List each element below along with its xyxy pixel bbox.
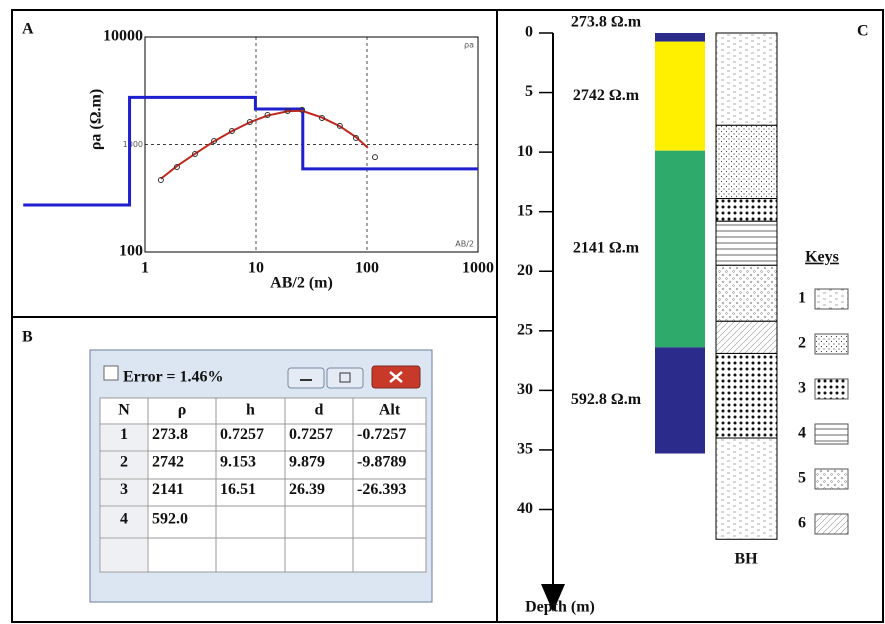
key-number: 1	[798, 290, 806, 307]
key-number: 3	[798, 380, 806, 397]
y-tick-label: 25	[517, 321, 533, 338]
resistivity-layer	[655, 33, 705, 42]
table-cell: 4	[120, 511, 128, 528]
x-tick-label: 1000	[462, 260, 494, 277]
window-title: Error = 1.46%	[123, 369, 224, 386]
y-tick-label: 5	[525, 83, 533, 100]
table-cell: 26.39	[289, 481, 325, 498]
borehole-layer	[716, 125, 777, 198]
resistivity-layer	[655, 347, 705, 453]
y-tick-label: 20	[517, 262, 533, 279]
table-cell: -9.8789	[357, 454, 406, 471]
y-tick-label: 10000	[103, 28, 143, 45]
y-tick-label: 1000	[123, 140, 143, 149]
column-header: N	[118, 402, 130, 419]
resistivity-layer	[655, 151, 705, 348]
borehole-layer	[716, 265, 777, 321]
borehole-label: BH	[734, 551, 758, 568]
y-axis-label: Depth (m)	[525, 599, 595, 616]
column-header: d	[315, 402, 324, 419]
key-swatch	[815, 514, 848, 534]
key-swatch	[815, 289, 848, 309]
table-cell: -26.393	[357, 481, 406, 498]
row-header	[101, 539, 147, 571]
layer-label: 2141 Ω.m	[573, 240, 640, 257]
borehole-layer	[716, 33, 777, 125]
y-tick-label: 10	[517, 143, 533, 160]
column-header: Alt	[379, 402, 401, 419]
table-cell: 1	[120, 426, 128, 443]
column-header: ρ	[178, 402, 187, 419]
borehole-layer	[716, 221, 777, 265]
table-cell: 0.7257	[289, 426, 333, 443]
y-tick-label: 15	[517, 202, 533, 219]
layer-label: 273.8 Ω.m	[571, 14, 642, 31]
chart-a: 1 10 100 1000 100 1000 10000 AB/2 (m) ρa (Ω.m) ρa…	[23, 28, 494, 292]
y-tick-label: 0	[525, 24, 533, 41]
x-tick-label: 10	[248, 260, 264, 277]
key-swatch	[815, 334, 848, 354]
key-swatch	[815, 379, 848, 399]
key-number: 5	[798, 470, 806, 487]
keys-title: Keys	[805, 249, 839, 266]
panel-label: A	[22, 21, 34, 38]
y-tick-label: 100	[119, 243, 143, 260]
borehole-layer	[716, 353, 777, 438]
table-cell: 0.7257	[220, 426, 264, 443]
y-tick-label: 30	[517, 381, 533, 398]
key-swatch	[815, 469, 848, 489]
x-axis-label: AB/2 (m)	[270, 275, 333, 292]
table-cell: 2141	[152, 481, 184, 498]
borehole-layer	[716, 321, 777, 353]
key-swatch	[815, 424, 848, 444]
x-tick-label: 100	[355, 260, 379, 277]
table-cell: 2742	[152, 454, 184, 471]
figure: A B C Error = 1.46% Nρ h d Alt 1 273.8 0.7257 0…	[0, 0, 885, 624]
table-cell: 2	[120, 454, 128, 471]
borehole-layer	[716, 199, 777, 222]
table-cell: 9.879	[289, 454, 325, 471]
table-cell: 16.51	[220, 481, 256, 498]
key-number: 6	[798, 515, 806, 532]
table-cell: -0.7257	[357, 426, 406, 443]
table-cell: 592.0	[152, 511, 188, 528]
corner-label: ρa	[464, 41, 474, 50]
table-cell: 273.8	[152, 426, 188, 443]
borehole-layer	[716, 438, 777, 539]
x-tick-label: 1	[141, 260, 149, 277]
column-header: h	[246, 402, 255, 419]
y-tick-label: 35	[517, 441, 533, 458]
layer-label: 592.8 Ω.m	[571, 391, 642, 408]
panel-label: C	[857, 23, 869, 40]
table-cell: 3	[120, 481, 128, 498]
y-axis-label: ρa (Ω.m)	[88, 89, 105, 150]
y-tick-label: 40	[517, 500, 533, 517]
resistivity-layer	[655, 42, 705, 151]
key-number: 2	[798, 335, 806, 352]
key-number: 4	[798, 425, 806, 442]
corner-label: AB/2	[455, 240, 474, 249]
layer-label: 2742 Ω.m	[573, 87, 640, 104]
panel-label: B	[22, 329, 33, 346]
table-cell: 9.153	[220, 454, 256, 471]
